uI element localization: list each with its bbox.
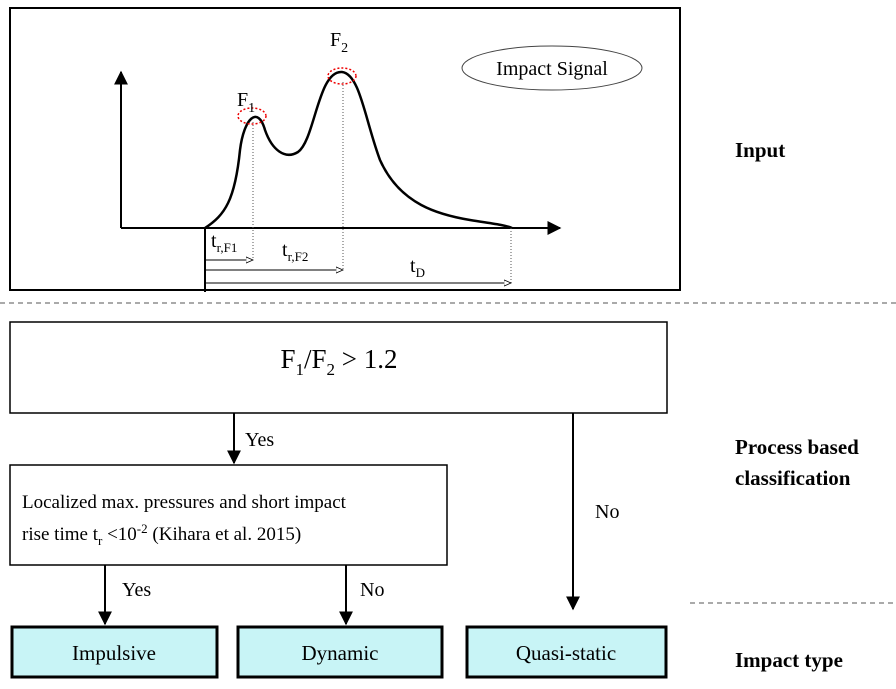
branch-label: Yes [122,579,151,601]
type-box [465,625,668,679]
stage-label: Input [735,138,785,162]
type-box [10,625,219,679]
peak-label: F2 [330,29,348,56]
branch-label: No [595,501,619,523]
criterion-text: Localized max. pressures and short impac… [22,492,347,513]
criterion-text: rise time tr <10-2 (Kihara et al. 2015) [22,521,301,548]
criterion-box [9,464,448,566]
input-box [9,7,681,291]
duration-label: tD [410,255,425,280]
peak-marker [237,107,267,125]
type-label: Dynamic [302,641,379,665]
stage-label: Impact type [735,648,843,672]
rise-label: tr,F1 [211,230,237,255]
stage-label: classification [735,466,851,490]
condition-text: F1/F2 > 1.2 [280,344,397,379]
peak-label: F1 [237,89,255,116]
stage-label: Process based [735,435,859,459]
type-label: Impulsive [72,641,156,665]
legend-ellipse [461,45,643,91]
condition-box [9,321,668,414]
type-box [236,625,444,679]
impact-curve [204,70,513,230]
branch-label: No [360,579,384,601]
branch-label: Yes [245,429,274,451]
rise-label: tr,F2 [282,239,308,264]
signal-label: Impact Signal [496,58,608,80]
peak-marker [327,67,357,85]
type-label: Quasi-static [516,641,616,665]
